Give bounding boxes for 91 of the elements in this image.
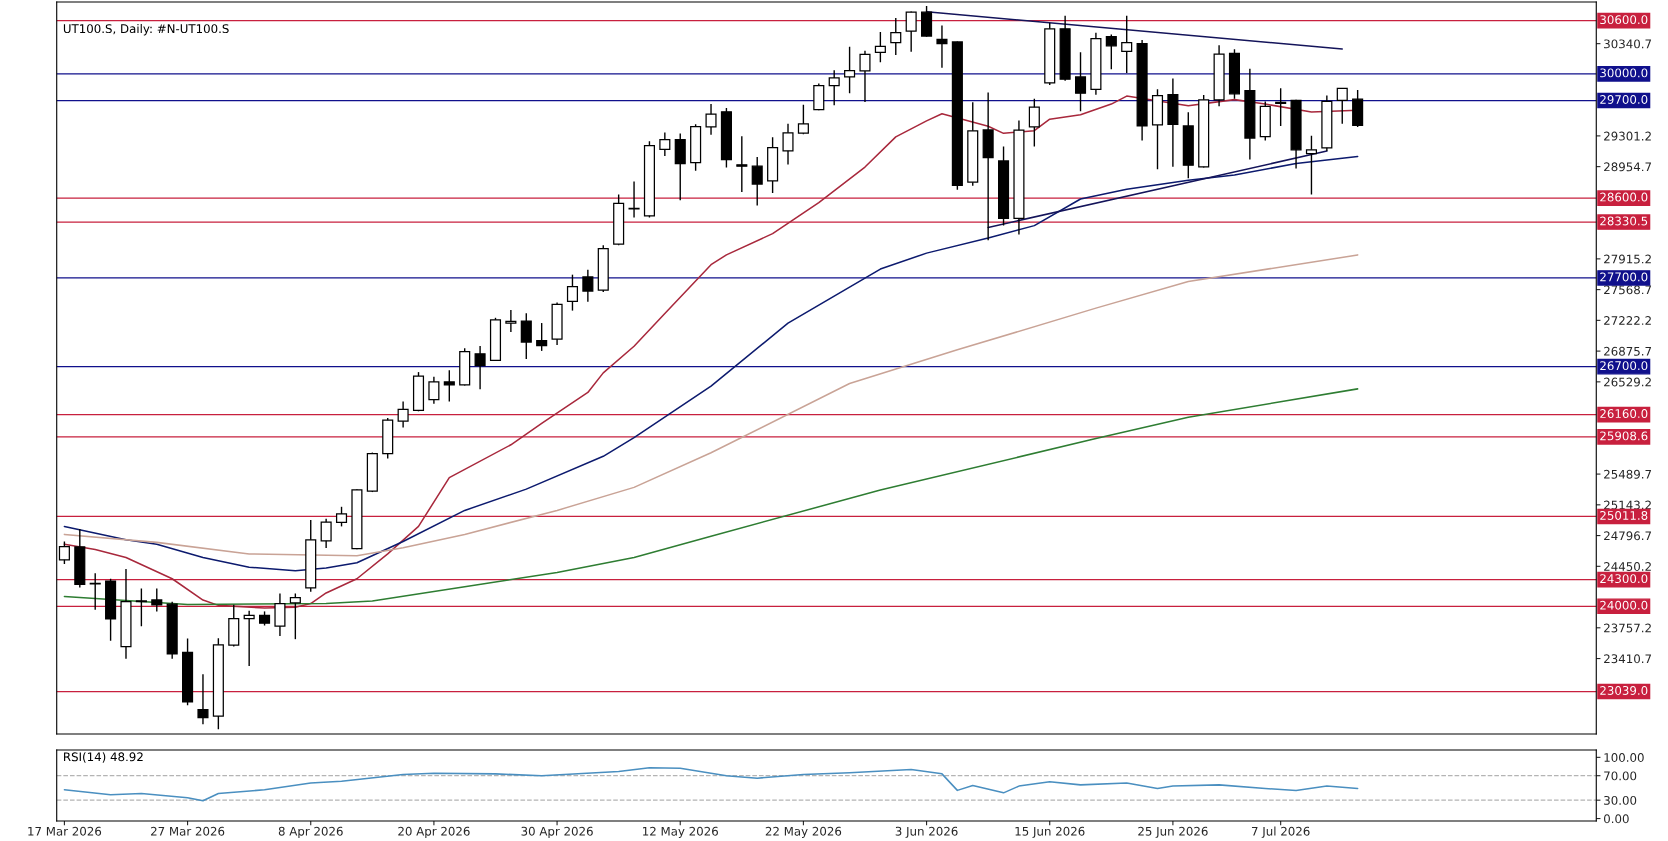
line-series [63,766,1359,802]
y-tick-label: 26875.7 [1604,346,1652,356]
y-tick-label: 30340.7 [1604,39,1652,49]
y-tick-label: 24796.7 [1604,531,1652,541]
candlestick [474,345,486,390]
x-tick-label: 25 Jun 2026 [1138,826,1208,838]
y-tick-label: 25143.2 [1604,500,1651,510]
candlestick [797,103,809,135]
x-tick-label: 7 Jul 2026 [1251,826,1310,838]
candlestick [813,82,825,111]
ref-line-label: 27700.0 [1600,272,1648,282]
candlestick [1105,33,1117,71]
y-tick-label: 100.00 [1604,753,1644,762]
candlestick [844,46,856,94]
x-tick-label: 20 Apr 2026 [398,826,470,838]
y-tick-label: 27222.2 [1604,316,1651,325]
candlestick [89,572,101,611]
candlestick [859,50,871,103]
y-tick-label: 25489.7 [1604,469,1652,479]
line-series [63,388,1359,606]
ref-line-label: 30000.0 [1600,68,1648,78]
x-tick-label: 12 May 2026 [643,826,718,838]
candlestick [58,540,70,565]
ref-line-label: 25908.6 [1600,431,1648,441]
y-tick-label: 30.00 [1604,795,1637,805]
candlestick [335,506,348,528]
candlestick [874,31,886,63]
candlestick [1028,98,1040,148]
y-tick-label: 23410.7 [1604,654,1652,664]
x-tick-label: 3 Jun 2026 [895,826,958,838]
candlestick [566,273,579,312]
candlestick [828,69,840,106]
y-tick-label: 29301.2 [1604,131,1651,141]
candlestick [782,122,794,166]
candlestick [1305,135,1318,196]
ref-line-label: 29700.0 [1600,95,1648,104]
candlestick [705,103,717,136]
candlestick [505,309,517,333]
candlestick [582,269,594,303]
ref-line-label: 26700.0 [1600,361,1648,371]
candlestick [536,322,548,352]
candlestick [151,587,163,613]
ref-line-label: 30600.0 [1600,15,1648,25]
y-tick-label: 0.00 [1604,814,1629,824]
line-series [63,155,1359,572]
candlestick [1074,51,1087,112]
candlestick [659,131,671,157]
chart-title: RSI(14) 48.92 [64,752,143,763]
y-tick-label: 27568.7 [1604,285,1652,295]
candlestick [428,376,440,405]
candlestick [921,5,933,38]
ref-line-label: 28330.5 [1600,216,1648,226]
candlestick [1336,87,1348,125]
candlestick [289,592,301,640]
y-tick-label: 27915.2 [1604,254,1651,264]
ref-line-label: 24300.0 [1600,574,1648,584]
y-tick-label: 28954.7 [1604,162,1652,172]
x-tick-label: 17 Mar 2026 [28,826,102,836]
x-tick-label: 27 Mar 2026 [151,826,225,836]
candlestick [890,17,902,56]
x-tick-label: 8 Apr 2026 [278,826,343,838]
candlestick [736,135,748,193]
ref-line-label: 26160.0 [1600,409,1648,419]
candlestick [320,518,332,549]
x-tick-label: 30 Apr 2026 [521,826,593,838]
candlestick [1121,15,1133,74]
candlestick [674,132,686,201]
candlestick [1275,87,1287,127]
candlestick [243,610,255,667]
ref-line-label: 25011.8 [1600,510,1648,520]
candlestick [905,10,917,53]
candlestick [443,369,455,403]
y-tick-label: 70.00 [1604,771,1637,781]
ref-line-label: 23039.0 [1600,686,1648,695]
ref-line-label: 28600.0 [1600,192,1648,202]
ref-line-label: 24000.0 [1600,600,1648,610]
y-tick-label: 26529.2 [1604,377,1651,387]
candlestick [751,156,763,207]
candlestick [135,587,147,627]
text: UT100.S, Daily: #N-UT100.S [63,23,229,36]
candlestick [274,592,286,637]
candlestick [197,673,209,725]
y-tick-label: 23757.2 [1604,623,1651,633]
candlestick [936,24,948,69]
line-series [63,254,1359,557]
x-tick-label: 22 May 2026 [765,826,842,838]
x-tick-label: 15 Jun 2026 [1015,826,1085,838]
candlestick [397,400,409,429]
y-tick-label: 24450.2 [1604,562,1651,571]
candlestick [520,312,532,360]
candlestick [628,180,640,219]
